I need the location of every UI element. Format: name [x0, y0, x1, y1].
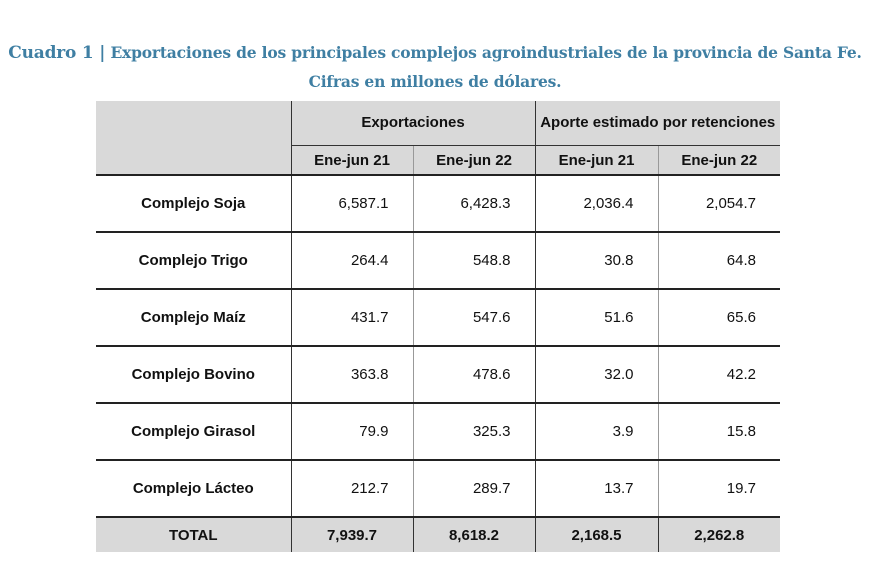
- table-row: Complejo Trigo 264.4 548.8 30.8 64.8: [96, 231, 780, 289]
- cell-value: 431.7: [290, 288, 413, 346]
- header-period: Ene-jun 21: [290, 145, 413, 175]
- cell-value: 32.0: [534, 345, 658, 403]
- cell-value: 64.8: [657, 231, 780, 289]
- table-row: Complejo Soja 6,587.1 6,428.3 2,036.4 2,054.…: [96, 174, 780, 232]
- table-row: Complejo Bovino 363.8 478.6 32.0 42.2: [96, 345, 780, 403]
- header-row-periods: Ene-jun 21 Ene-jun 22 Ene-jun 21 Ene-jun…: [96, 145, 780, 175]
- table-row: Complejo Lácteo 212.7 289.7 13.7 19.7: [96, 459, 780, 517]
- table-row: Complejo Maíz 431.7 547.6 51.6 65.6: [96, 288, 780, 346]
- cell-value: 212.7: [290, 459, 413, 517]
- header-exportaciones: Exportaciones: [290, 101, 535, 146]
- header-period: Ene-jun 22: [657, 145, 780, 175]
- total-value: 8,618.2: [412, 516, 535, 552]
- table-caption-line1: Cuadro 1 | Exportaciones de los principa…: [0, 43, 870, 63]
- total-value: 2,262.8: [657, 516, 780, 552]
- row-label: Complejo Bovino: [96, 345, 291, 403]
- table-row: Complejo Girasol 79.9 325.3 3.9 15.8: [96, 402, 780, 460]
- cell-value: 547.6: [412, 288, 535, 346]
- total-value: 2,168.5: [534, 516, 658, 552]
- row-label: Complejo Soja: [96, 174, 291, 232]
- table-caption-line2: Cifras en millones de dólares.: [308, 72, 562, 91]
- total-label: TOTAL: [96, 516, 291, 552]
- cell-value: 13.7: [534, 459, 658, 517]
- header-corner: [96, 101, 291, 175]
- cell-value: 19.7: [657, 459, 780, 517]
- cell-value: 6,428.3: [412, 174, 535, 232]
- caption-number: Cuadro 1 |: [8, 43, 106, 63]
- cell-value: 51.6: [534, 288, 658, 346]
- row-label: Complejo Trigo: [96, 231, 291, 289]
- cell-value: 30.8: [534, 231, 658, 289]
- cell-value: 65.6: [657, 288, 780, 346]
- cell-value: 6,587.1: [290, 174, 413, 232]
- cell-value: 2,054.7: [657, 174, 780, 232]
- cell-value: 363.8: [290, 345, 413, 403]
- exports-table: Exportaciones Aporte estimado por retenc…: [96, 101, 780, 552]
- total-value: 7,939.7: [290, 516, 413, 552]
- cell-value: 15.8: [657, 402, 780, 460]
- row-label: Complejo Girasol: [96, 402, 291, 460]
- cell-value: 478.6: [412, 345, 535, 403]
- cell-value: 79.9: [290, 402, 413, 460]
- cell-value: 289.7: [412, 459, 535, 517]
- cell-value: 264.4: [290, 231, 413, 289]
- cell-value: 2,036.4: [534, 174, 658, 232]
- header-row-groups: Exportaciones Aporte estimado por retenc…: [96, 101, 780, 175]
- caption-text: Exportaciones de los principales complej…: [110, 43, 862, 62]
- header-period: Ene-jun 22: [412, 145, 535, 175]
- row-label: Complejo Maíz: [96, 288, 291, 346]
- cell-value: 325.3: [412, 402, 535, 460]
- cell-value: 42.2: [657, 345, 780, 403]
- header-period: Ene-jun 21: [534, 145, 658, 175]
- cell-value: 548.8: [412, 231, 535, 289]
- total-row: TOTAL 7,939.7 8,618.2 2,168.5 2,262.8: [96, 516, 780, 552]
- header-aporte: Aporte estimado por retenciones: [534, 101, 780, 146]
- cell-value: 3.9: [534, 402, 658, 460]
- row-label: Complejo Lácteo: [96, 459, 291, 517]
